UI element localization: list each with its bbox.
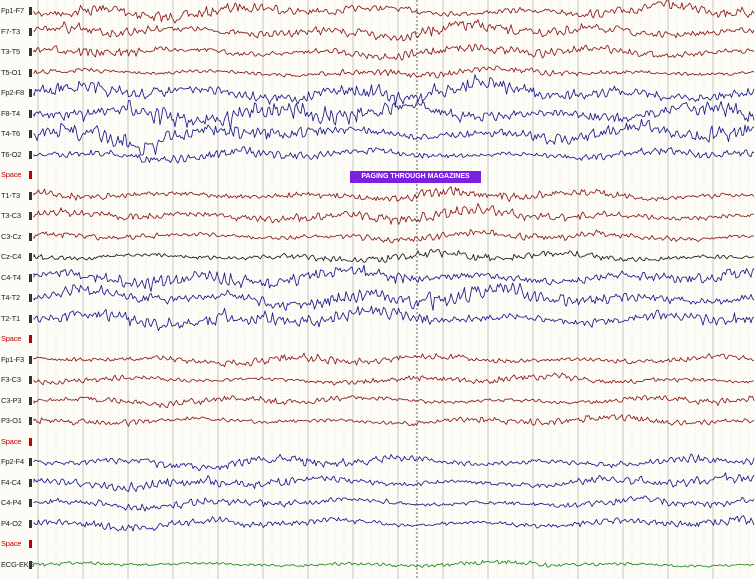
channel-marker <box>29 232 32 241</box>
channel-marker <box>29 212 32 220</box>
channel-label: T2-T1 <box>1 313 21 323</box>
channel-label: Fp1-F3 <box>1 354 24 364</box>
channel-marker <box>29 48 32 56</box>
channel-label: F7-T3 <box>1 26 21 36</box>
eeg-trace <box>33 100 755 130</box>
channel-marker <box>29 253 32 261</box>
eeg-trace <box>33 559 755 568</box>
channel-marker <box>29 355 32 364</box>
eeg-trace <box>33 248 755 263</box>
channel-label: T3-C3 <box>1 211 21 220</box>
eeg-trace <box>33 453 755 472</box>
eeg-trace <box>33 65 755 79</box>
eeg-trace <box>33 74 755 106</box>
channel-label: Fp2-F8 <box>1 88 24 97</box>
channel-spacer-label: Space <box>1 539 22 548</box>
channel-label: T1-T3 <box>1 190 21 200</box>
channel-label: T3-T5 <box>1 47 21 56</box>
channel-marker <box>29 519 32 528</box>
eeg-trace <box>33 19 755 42</box>
eeg-trace <box>33 305 755 332</box>
channel-marker <box>29 7 32 15</box>
channel-spacer-label: Space <box>1 170 22 179</box>
channel-marker <box>29 540 32 548</box>
eeg-trace <box>33 229 755 244</box>
channel-label: Fp1-F7 <box>1 6 24 15</box>
eeg-trace <box>33 414 755 427</box>
eeg-trace <box>33 202 755 225</box>
channel-marker <box>29 294 32 302</box>
channel-marker <box>29 560 32 569</box>
eeg-trace <box>33 515 755 532</box>
eeg-trace <box>33 146 755 164</box>
eeg-trace <box>33 282 755 311</box>
channel-label: P4-O2 <box>1 518 22 528</box>
channel-marker <box>29 130 32 138</box>
channel-marker <box>29 417 32 425</box>
channel-label: C3-Cz <box>1 231 22 241</box>
channel-marker <box>29 109 32 118</box>
channel-label: P3-O1 <box>1 416 22 425</box>
eeg-trace <box>33 186 755 202</box>
channel-label-column: Fp1-F7 F7-T3 T3-T5 T5-O1 Fp2-F8 F8-T4 T4-T6 T6-… <box>0 0 35 579</box>
channel-label: T4-T2 <box>1 293 21 302</box>
channel-marker <box>29 478 32 487</box>
eeg-trace <box>33 264 755 292</box>
channel-label: T4-T6 <box>1 129 21 138</box>
eeg-trace <box>33 118 755 156</box>
eeg-trace <box>33 472 755 493</box>
channel-label: T5-O1 <box>1 67 22 77</box>
channel-label: Fp2-F4 <box>1 457 24 466</box>
eeg-trace <box>33 372 755 386</box>
channel-marker <box>29 376 32 384</box>
channel-marker <box>29 27 32 36</box>
channel-marker <box>29 458 32 466</box>
channel-label: F3-C3 <box>1 375 21 384</box>
channel-label: C3-P3 <box>1 395 22 405</box>
channel-label: C4-P4 <box>1 498 22 507</box>
channel-spacer-label: Space <box>1 334 22 343</box>
eeg-trace <box>33 0 755 24</box>
channel-label: C4-T4 <box>1 272 21 282</box>
eeg-trace <box>33 395 755 408</box>
channel-marker <box>29 499 32 507</box>
channel-spacer-label: Space <box>1 436 22 446</box>
channel-label: ECG-EKG <box>1 559 35 569</box>
channel-label: F8-T4 <box>1 108 21 118</box>
channel-marker <box>29 89 32 97</box>
channel-label: Cz-C4 <box>1 252 22 261</box>
channel-marker <box>29 314 32 323</box>
eeg-trace <box>33 43 755 61</box>
channel-marker <box>29 437 32 446</box>
eeg-trace <box>33 495 755 512</box>
event-annotation[interactable]: PAGING THROUGH MAGAZINES <box>350 171 481 183</box>
channel-marker <box>29 171 32 179</box>
channel-marker <box>29 396 32 405</box>
channel-marker <box>29 335 32 343</box>
eeg-trace <box>33 352 755 368</box>
channel-marker <box>29 191 32 200</box>
channel-marker <box>29 68 32 77</box>
channel-label: F4-C4 <box>1 477 21 487</box>
channel-marker <box>29 150 32 159</box>
channel-marker <box>29 273 32 282</box>
channel-label: T6-O2 <box>1 149 22 159</box>
